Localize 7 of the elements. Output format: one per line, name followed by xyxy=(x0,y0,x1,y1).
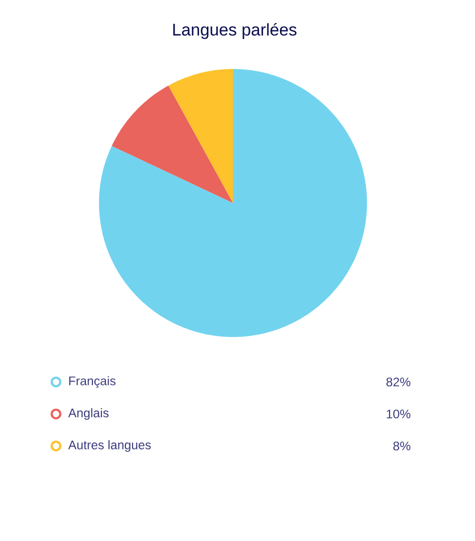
chart-title: Langues parlées xyxy=(173,23,296,39)
legend-label: Anglais xyxy=(68,408,109,420)
legend-label: Autres langues xyxy=(68,440,151,452)
data-label: 8% xyxy=(393,442,410,450)
data-label: 10% xyxy=(386,410,410,418)
legend-label: Français xyxy=(69,376,116,388)
data-label: 82% xyxy=(386,378,410,386)
